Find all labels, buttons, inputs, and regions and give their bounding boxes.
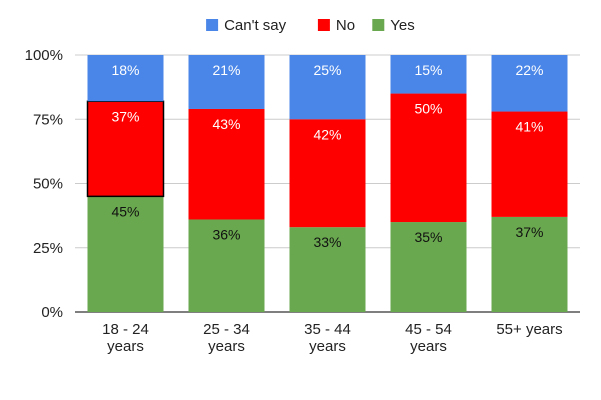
bar-segment-no-1 bbox=[86, 100, 165, 198]
x-tick-label: 25 - 34 years bbox=[203, 321, 250, 355]
bars: 45% 37% 18% 36% 43% 21% 33% 42% 25% 35% 50% 15% 37% 4… bbox=[86, 55, 568, 312]
data-label: 45% bbox=[111, 203, 139, 219]
bar-segment-yes-1 bbox=[87, 196, 164, 312]
legend: Can't say No Yes bbox=[206, 17, 415, 34]
bar-segment-can-t-say-1 bbox=[87, 55, 164, 102]
x-tick-label: 35 - 44 years bbox=[304, 321, 351, 355]
data-label: 15% bbox=[414, 62, 442, 78]
legend-label: No bbox=[336, 17, 355, 34]
data-label: 35% bbox=[414, 229, 442, 245]
legend-label: Can't say bbox=[224, 17, 287, 34]
y-tick-label: 100% bbox=[25, 47, 63, 64]
x-tick-label: 55+ years bbox=[496, 321, 562, 338]
legend-swatch bbox=[206, 19, 219, 31]
y-tick-label: 0% bbox=[41, 304, 63, 321]
legend-label: Yes bbox=[390, 17, 414, 34]
bar-segment-no-2 bbox=[188, 108, 265, 220]
y-tick-label: 75% bbox=[33, 111, 63, 128]
bar-segment-no-3 bbox=[289, 119, 366, 228]
data-label: 42% bbox=[313, 126, 341, 142]
data-label: 43% bbox=[212, 116, 240, 132]
data-label: 36% bbox=[212, 226, 240, 242]
data-label: 37% bbox=[111, 108, 139, 124]
data-label: 50% bbox=[414, 101, 442, 117]
data-label: 21% bbox=[212, 62, 240, 78]
bar-segment-no-5 bbox=[491, 111, 568, 217]
bar-segment-yes-2 bbox=[188, 219, 265, 312]
y-axis: 0% 25% 50% 75% 100% bbox=[25, 47, 63, 321]
data-label: 41% bbox=[515, 119, 543, 135]
x-tick-label: 18 - 24 years bbox=[102, 321, 149, 355]
bar-segment-can-t-say-2 bbox=[188, 55, 265, 109]
data-label: 18% bbox=[111, 62, 139, 78]
legend-swatch bbox=[317, 19, 330, 31]
bar-segment-yes-4 bbox=[390, 222, 467, 312]
data-label: 33% bbox=[313, 234, 341, 250]
legend-swatch bbox=[372, 19, 385, 31]
bar-segment-can-t-say-3 bbox=[289, 55, 366, 120]
data-label: 25% bbox=[313, 62, 341, 78]
bar-segment-can-t-say-4 bbox=[390, 55, 467, 94]
legend-item-can-t-say: Can't say bbox=[206, 17, 287, 34]
bar-segment-yes-3 bbox=[289, 227, 366, 312]
x-axis: 18 - 24 years 25 - 34 years 35 - 44 years 45 -… bbox=[102, 321, 563, 355]
x-tick-label: 45 - 54 years bbox=[405, 321, 452, 355]
legend-item-yes: Yes bbox=[372, 17, 415, 34]
y-tick-label: 25% bbox=[33, 240, 63, 257]
data-label: 37% bbox=[515, 224, 543, 240]
y-tick-label: 50% bbox=[33, 176, 63, 193]
bar-segment-no-4 bbox=[390, 93, 467, 223]
legend-item-no: No bbox=[317, 17, 355, 34]
bar-segment-yes-5 bbox=[491, 216, 568, 312]
bar-segment-can-t-say-5 bbox=[491, 55, 568, 112]
data-label: 22% bbox=[515, 62, 543, 78]
